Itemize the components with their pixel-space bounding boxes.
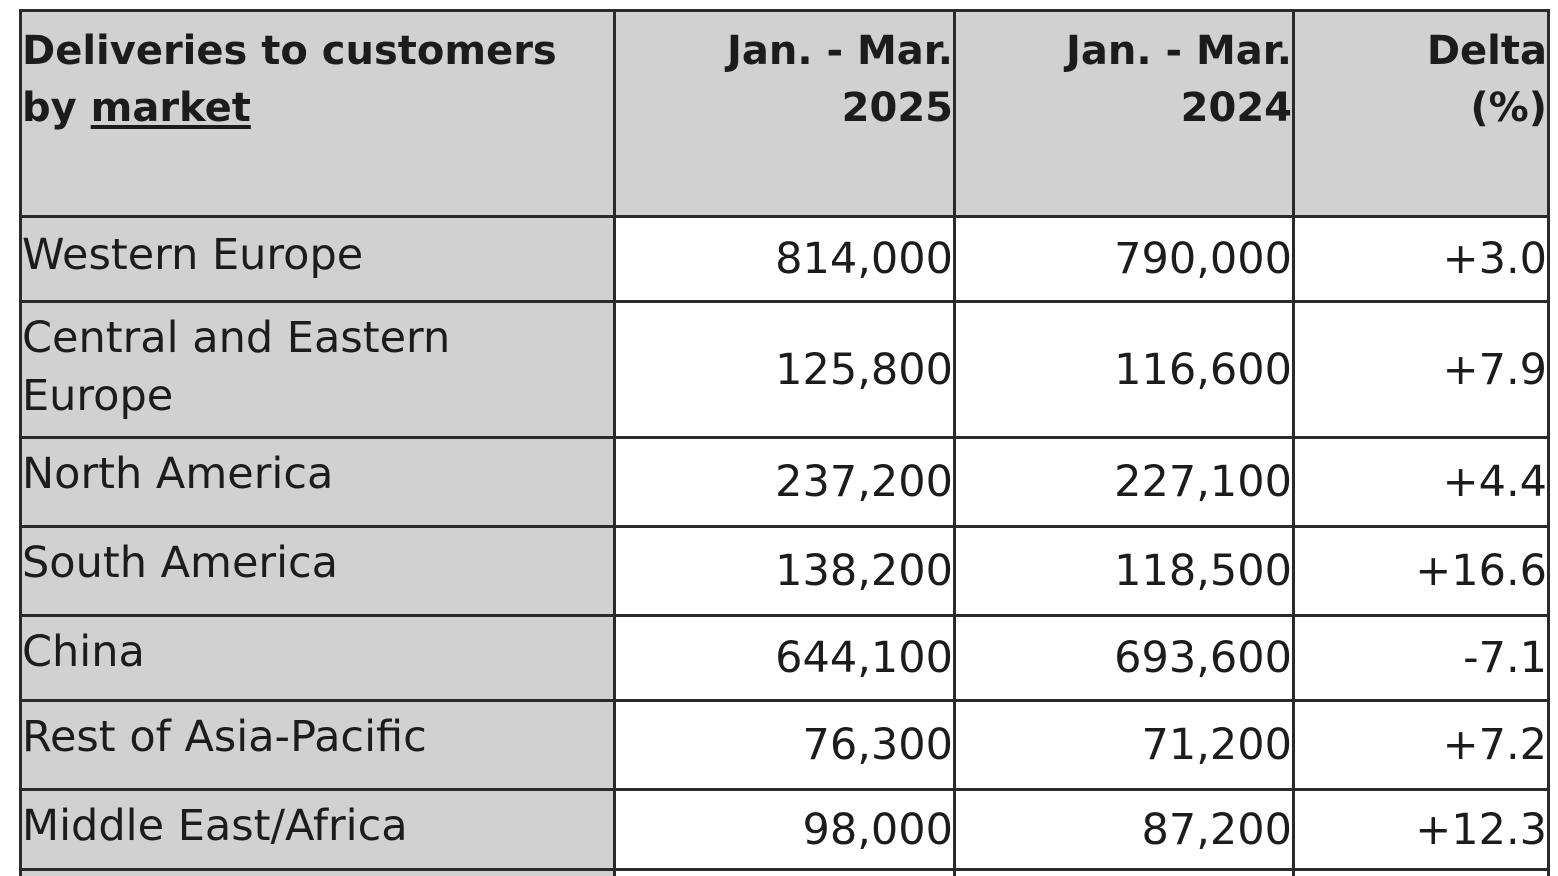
market-cell: Central and Eastern Europe — [19, 300, 616, 439]
q1-2025-cell: 76,300 — [613, 699, 956, 791]
delta-cell: +16.6 — [1292, 525, 1550, 617]
market-cell-line1: Central and Eastern — [22, 313, 451, 363]
q1-2024-cell: 71,200 — [953, 699, 1295, 791]
q1-2024-cell: 790,000 — [953, 215, 1295, 303]
header-delta-line2: (%) — [1470, 85, 1547, 131]
table-row: North America 237,200 227,100 +4.4 — [19, 436, 1550, 528]
q1-2024-cell: 116,600 — [953, 300, 1295, 439]
header-q1-2024-line2: 2024 — [1180, 85, 1292, 131]
q1-2024-cell: 227,100 — [953, 436, 1295, 528]
q1-2024-cell: 87,200 — [953, 788, 1295, 871]
header-delta-line1: Delta — [1426, 28, 1547, 74]
header-q1-2025: Jan. - Mar. 2025 — [613, 9, 956, 218]
q1-2024-cell: 118,500 — [953, 525, 1295, 617]
header-q1-2024-line1: Jan. - Mar. — [1065, 28, 1292, 74]
deliveries-by-market-table: Deliveries to customers by market Jan. -… — [19, 9, 1550, 876]
table-row: China 644,100 693,600 -7.1 — [19, 614, 1550, 702]
header-market-line2-prefix: by — [22, 85, 91, 131]
header-market: Deliveries to customers by market — [19, 9, 616, 218]
market-cell: Rest of Asia-Pacific — [19, 699, 616, 791]
q1-2024-cell: 693,600 — [953, 614, 1295, 702]
delta-cell: +4.4 — [1292, 436, 1550, 528]
delta-cell: -7.1 — [1292, 614, 1550, 702]
table-row: South America 138,200 118,500 +16.6 — [19, 525, 1550, 617]
market-cell: Middle East/Africa — [19, 788, 616, 871]
market-cell-empty — [19, 868, 616, 876]
table-row: Rest of Asia-Pacific 76,300 71,200 +7.2 — [19, 699, 1550, 791]
header-market-line1: Deliveries to customers — [22, 28, 557, 74]
header-market-line2-underlined: market — [90, 85, 251, 131]
delta-cell: +3.0 — [1292, 215, 1550, 303]
header-q1-2024: Jan. - Mar. 2024 — [953, 9, 1295, 218]
q1-2024-cell-empty — [953, 868, 1295, 876]
table-row: Central and Eastern Europe 125,800 116,6… — [19, 300, 1550, 439]
header-q1-2025-line2: 2025 — [841, 85, 953, 131]
q1-2025-cell: 138,200 — [613, 525, 956, 617]
q1-2025-cell: 125,800 — [613, 300, 956, 439]
market-cell: South America — [19, 525, 616, 617]
header-q1-2025-line1: Jan. - Mar. — [726, 28, 953, 74]
market-cell-line2: Europe — [22, 371, 174, 421]
q1-2025-cell: 644,100 — [613, 614, 956, 702]
q1-2025-cell: 237,200 — [613, 436, 956, 528]
table-header-row: Deliveries to customers by market Jan. -… — [19, 9, 1550, 218]
table-row: Western Europe 814,000 790,000 +3.0 — [19, 215, 1550, 303]
market-cell: China — [19, 614, 616, 702]
table-row: Middle East/Africa 98,000 87,200 +12.3 — [19, 788, 1550, 871]
market-cell: Western Europe — [19, 215, 616, 303]
delta-cell: +7.2 — [1292, 699, 1550, 791]
header-delta: Delta (%) — [1292, 9, 1550, 218]
market-cell: North America — [19, 436, 616, 528]
delta-cell: +7.9 — [1292, 300, 1550, 439]
delta-cell-empty — [1292, 868, 1550, 876]
q1-2025-cell-empty — [613, 868, 956, 876]
q1-2025-cell: 814,000 — [613, 215, 956, 303]
table-row-partial — [19, 868, 1550, 876]
q1-2025-cell: 98,000 — [613, 788, 956, 871]
delta-cell: +12.3 — [1292, 788, 1550, 871]
